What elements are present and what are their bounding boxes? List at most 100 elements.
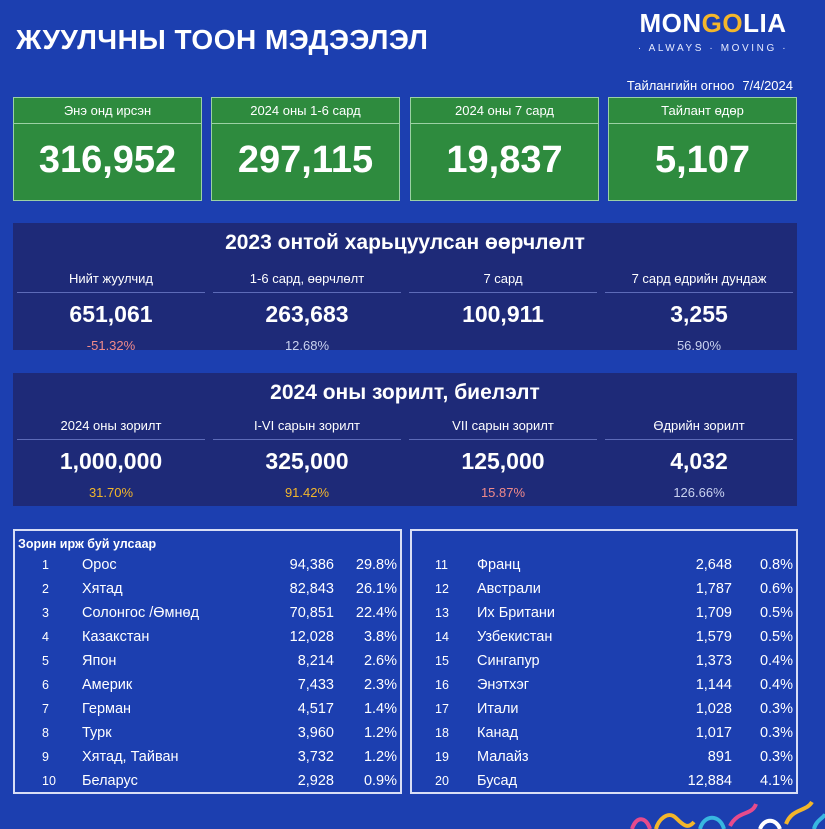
- column-label: Нийт жуулчид: [17, 271, 205, 293]
- country-pct: 0.5%: [759, 605, 793, 621]
- column-label: 2024 оны зорилт: [17, 418, 205, 440]
- country-name: Хятад: [82, 581, 123, 597]
- page-title: ЖУУЛЧНЫ ТООН МЭДЭЭЛЭЛ: [16, 24, 429, 55]
- country-count: 70,851: [289, 605, 334, 621]
- target-year: 2024 оны зорилт 1,000,000 31.70%: [13, 418, 209, 500]
- column-label: VII сарын зорилт: [409, 418, 597, 440]
- kpi-label: 2024 оны 7 сард: [411, 98, 598, 124]
- country-name: Энэтхэг: [477, 677, 530, 693]
- target-daily: Өдрийн зорилт 4,032 126.66%: [601, 418, 797, 500]
- country-rank: 6: [42, 678, 49, 692]
- country-pct: 22.4%: [355, 605, 397, 621]
- country-pct: 0.8%: [759, 557, 793, 573]
- country-rank: 18: [435, 726, 449, 740]
- country-row: 2 Хятад 82,843 26.1%: [15, 581, 400, 605]
- country-rank: 4: [42, 630, 49, 644]
- country-name: Турк: [82, 725, 112, 741]
- country-rank: 3: [42, 606, 49, 620]
- country-row: 19 Малайз 891 0.3%: [412, 749, 796, 773]
- kpi-value: 19,837: [446, 139, 563, 181]
- country-row: 16 Энэтхэг 1,144 0.4%: [412, 677, 796, 701]
- column-value: 651,061: [69, 301, 153, 327]
- country-row: 4 Казакстан 12,028 3.8%: [15, 629, 400, 653]
- logo-tagline: · ALWAYS · MOVING ·: [637, 43, 789, 54]
- country-name: Сингапур: [477, 653, 540, 669]
- country-rank: 19: [435, 750, 449, 764]
- logo-part-2: LIA: [743, 8, 787, 38]
- targets-panel: 2024 оны зорилт, биелэлт 2024 оны зорилт…: [13, 373, 797, 506]
- target-jan-jun: I-VI сарын зорилт 325,000 91.42%: [209, 418, 405, 500]
- column-label: 7 сард: [409, 271, 597, 293]
- kpi-card-july: 2024 оны 7 сард 19,837: [410, 97, 599, 201]
- column-label: 1-6 сард, өөрчлөлт: [213, 271, 401, 293]
- country-list-left: Зорин ирж буй улсаар 1 Орос 94,386 29.8% 2 Хя…: [13, 529, 402, 794]
- column-value: 1,000,000: [59, 448, 163, 474]
- column-value: 325,000: [265, 448, 349, 474]
- country-pct: 0.9%: [363, 773, 397, 789]
- comparison-july: 7 сард 100,911: [405, 271, 601, 338]
- country-pct: 0.6%: [759, 581, 793, 597]
- targets-title: 2024 оны зорилт, биелэлт: [270, 381, 540, 404]
- country-row: 8 Турк 3,960 1.2%: [15, 725, 400, 749]
- country-row: 7 Герман 4,517 1.4%: [15, 701, 400, 725]
- country-pct: 0.3%: [759, 701, 793, 717]
- column-pct: 126.66%: [673, 485, 725, 500]
- country-name: Солонгос /Өмнөд: [82, 605, 200, 621]
- country-name: Их Британи: [477, 605, 556, 621]
- country-name: Итали: [477, 701, 519, 717]
- country-name: Бусад: [477, 773, 518, 789]
- country-name: Япон: [82, 653, 117, 669]
- country-pct: 0.5%: [759, 629, 793, 645]
- country-rank: 5: [42, 654, 49, 668]
- country-pct: 0.4%: [759, 653, 793, 669]
- country-rank: 1: [42, 558, 49, 572]
- country-name: Америк: [82, 677, 133, 693]
- country-count: 12,028: [289, 629, 334, 645]
- decorative-pattern: [630, 800, 825, 829]
- column-value: 3,255: [670, 301, 728, 327]
- country-count: 1,028: [695, 701, 732, 717]
- country-row: 12 Австрали 1,787 0.6%: [412, 581, 796, 605]
- report-date-label: Тайлангийн огноо: [626, 78, 735, 93]
- country-count: 8,214: [297, 653, 334, 669]
- country-pct: 0.3%: [759, 725, 793, 741]
- logo-wordmark: MONGOLIA: [624, 8, 802, 39]
- kpi-label: 2024 оны 1-6 сард: [212, 98, 399, 124]
- country-name: Австрали: [477, 581, 541, 597]
- country-pct: 3.8%: [363, 629, 397, 645]
- country-row: 11 Франц 2,648 0.8%: [412, 557, 796, 581]
- column-pct: 31.70%: [88, 485, 134, 500]
- logo-part-go: GO: [701, 8, 744, 38]
- country-count: 3,960: [297, 725, 334, 741]
- country-name: Хятад, Тайван: [82, 749, 179, 765]
- country-list-title: Зорин ирж буй улсаар: [18, 537, 157, 551]
- country-row: 1 Орос 94,386 29.8%: [15, 557, 400, 581]
- country-name: Орос: [82, 557, 117, 573]
- country-rank: 2: [42, 582, 49, 596]
- country-pct: 1.2%: [363, 749, 397, 765]
- country-count: 1,709: [695, 605, 732, 621]
- country-name: Казакстан: [82, 629, 150, 645]
- column-value: 125,000: [461, 448, 545, 474]
- column-pct: 15.87%: [480, 485, 526, 500]
- kpi-card-year: Энэ онд ирсэн 316,952: [13, 97, 202, 201]
- country-row: 20 Бусад 12,884 4.1%: [412, 773, 796, 797]
- country-rank: 15: [435, 654, 449, 668]
- country-rank: 11: [435, 558, 448, 572]
- column-value: 263,683: [265, 301, 349, 327]
- country-count: 7,433: [297, 677, 334, 693]
- country-rank: 16: [435, 678, 449, 692]
- comparison-total: Нийт жуулчид 651,061 -51.32%: [13, 271, 209, 353]
- country-count: 1,787: [695, 581, 732, 597]
- country-count: 1,144: [695, 677, 732, 693]
- column-pct: -51.32%: [86, 338, 136, 353]
- kpi-label: Тайлант өдөр: [609, 98, 796, 124]
- country-name: Канад: [477, 725, 519, 741]
- country-row: 14 Узбекистан 1,579 0.5%: [412, 629, 796, 653]
- kpi-value: 5,107: [654, 139, 751, 181]
- country-row: 6 Америк 7,433 2.3%: [15, 677, 400, 701]
- kpi-cards: Энэ онд ирсэн 316,952 2024 оны 1-6 сард …: [13, 97, 797, 201]
- country-count: 12,884: [687, 773, 732, 789]
- mongolia-logo: MONGOLIA · ALWAYS · MOVING ·: [624, 8, 802, 54]
- country-count: 1,017: [695, 725, 732, 741]
